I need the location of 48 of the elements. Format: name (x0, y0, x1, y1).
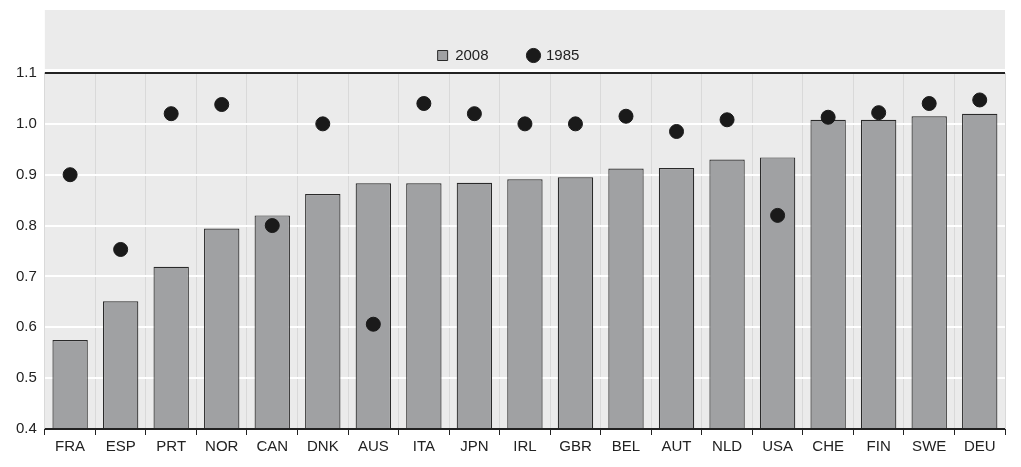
x-tick-label: CHE (812, 437, 844, 455)
point (62, 167, 78, 183)
y-tick-label: 0.8 (15, 215, 37, 233)
y-tick-label: 0.9 (15, 164, 37, 182)
legend-label: 2008 (455, 45, 489, 63)
point (770, 207, 786, 223)
point (567, 116, 583, 132)
x-tick-label: GBR (559, 437, 592, 455)
y-tick-label: 1.0 (15, 114, 37, 131)
point (416, 96, 432, 112)
x-tick-label: ITA (412, 437, 435, 455)
legend-label: 1985 (546, 45, 580, 63)
x-tick-label: CAN (256, 437, 289, 455)
point (517, 116, 533, 132)
y-tick-label: 1.1 (15, 63, 37, 81)
point (871, 105, 887, 121)
point (365, 316, 381, 332)
x-tick-label: NLD (712, 437, 743, 455)
point (618, 108, 634, 124)
x-tick-label: NOR (205, 437, 239, 455)
y-tick-label: 0.5 (15, 368, 37, 386)
x-tick-label: DEU (963, 437, 996, 455)
x-tick-label: IRL (513, 437, 537, 455)
x-tick-label: FRA (55, 437, 86, 455)
x-tick-label: PRT (156, 437, 187, 455)
x-tick-label: DNK (306, 437, 339, 455)
x-tick-label: BEL (611, 437, 641, 455)
y-tick-label: 0.6 (15, 317, 37, 335)
x-tick-label: USA (762, 437, 794, 455)
x-tick-label: FIN (866, 437, 891, 455)
point (719, 112, 735, 128)
x-tick-label: SWE (912, 437, 947, 455)
x-tick-label: JPN (460, 437, 489, 455)
x-tick-label: AUT (661, 437, 692, 455)
point (972, 92, 988, 108)
point (214, 97, 230, 113)
x-tick-label: AUS (357, 437, 389, 455)
point (820, 109, 836, 125)
y-tick-label: 0.4 (15, 419, 37, 437)
point (921, 96, 937, 112)
x-tick-label: ESP (105, 437, 136, 455)
point (113, 241, 129, 257)
point (264, 218, 280, 234)
point (466, 106, 482, 122)
point (669, 123, 685, 139)
point (163, 106, 179, 122)
point (315, 116, 331, 132)
y-tick-label: 0.7 (15, 266, 37, 284)
